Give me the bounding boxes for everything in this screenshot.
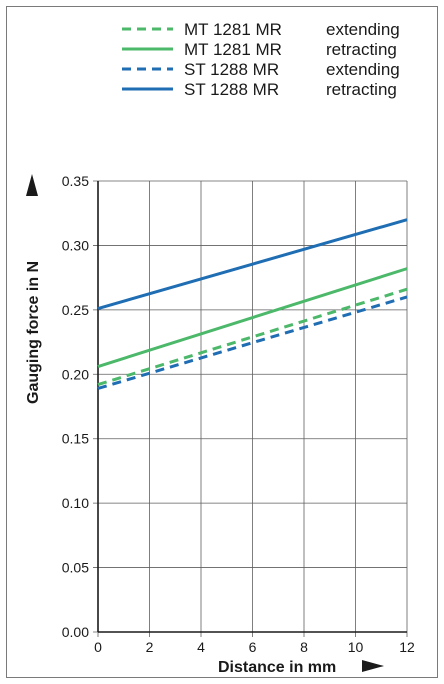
x-tick-label: 0 [94,639,102,655]
series-line [97,218,408,311]
x-tick-label: 2 [146,639,154,655]
x-axis-label: Distance in mm [218,659,336,676]
legend-series-mode: retracting [326,40,397,59]
y-axis-arrow-icon [26,174,38,196]
legend-series-name: ST 1288 MR [184,60,279,79]
y-tick-label: 0.25 [62,302,89,318]
y-tick-label: 0.30 [62,237,89,253]
tick-labels: 0 2 4 6 8 10 12 0.00 0.05 0.10 0.15 0.20 0.25 0.30 0.3… [62,173,415,655]
x-tick-label: 6 [249,639,257,655]
x-axis-arrow-icon [362,660,384,672]
x-tick-label: 12 [399,639,415,655]
grid [93,180,408,637]
series-line [97,287,408,387]
chart-frame [6,6,438,678]
legend-series-mode: retracting [326,80,397,99]
legend-series-mode: extending [326,20,400,39]
x-tick-label: 4 [197,639,205,655]
y-tick-label: 0.10 [62,495,89,511]
axes [97,181,407,633]
series-line [97,267,408,368]
y-tick-label: 0.35 [62,173,89,189]
series-lines [97,218,408,390]
y-tick-label: 0.05 [62,560,89,576]
y-axis-label: Gauging force in N [25,261,42,404]
legend: MT 1281 MR extending MT 1281 MR retracting S… [122,20,400,99]
legend-series-name: ST 1288 MR [184,80,279,99]
legend-series-mode: extending [326,60,400,79]
legend-series-name: MT 1281 MR [184,40,282,59]
y-tick-label: 0.15 [62,431,89,447]
y-tick-label: 0.00 [62,624,89,640]
series-line [97,295,408,390]
y-tick-label: 0.20 [62,366,89,382]
legend-series-name: MT 1281 MR [184,20,282,39]
x-tick-label: 8 [300,639,308,655]
x-tick-label: 10 [348,639,364,655]
